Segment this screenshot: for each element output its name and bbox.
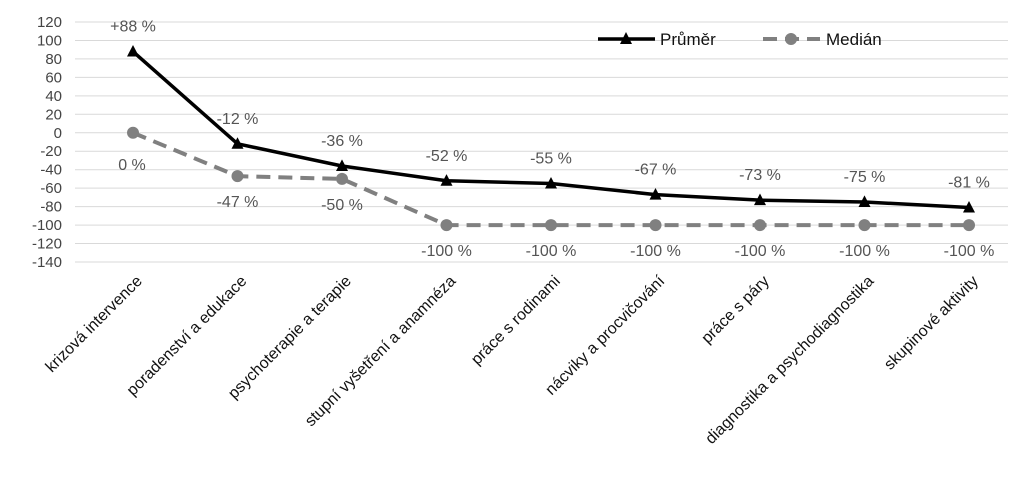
y-tick-label: -60: [40, 180, 62, 197]
median-data-label: -100 %: [526, 243, 577, 260]
x-category-label: poradenství a edukace: [124, 273, 251, 400]
series: [127, 44, 975, 232]
mean-data-label: -36 %: [321, 133, 363, 150]
y-tick-label: 60: [45, 69, 62, 86]
legend-mean-marker: [620, 32, 632, 44]
mean-marker: [858, 195, 871, 207]
mean-data-label: +88 %: [110, 19, 156, 36]
y-tick-label: -20: [40, 143, 62, 160]
mean-marker: [649, 188, 662, 200]
median-data-label: -100 %: [839, 243, 890, 260]
mean-data-label: -55 %: [530, 151, 572, 168]
median-marker: [231, 170, 244, 183]
y-tick-label: 120: [37, 14, 62, 31]
median-marker: [858, 219, 871, 232]
x-category-label: krizová intervence: [43, 273, 146, 376]
median-marker: [336, 172, 348, 185]
mean-marker: [440, 174, 453, 186]
y-tick-label: -100: [32, 217, 62, 234]
median-marker: [127, 126, 139, 139]
median-data-label: 0 %: [118, 157, 146, 174]
data-labels: +88 % -12 % -36 % -52 % -55 % -67 % -73 % -75 %…: [110, 19, 994, 261]
median-marker: [649, 219, 662, 232]
median-marker: [963, 219, 975, 232]
y-tick-label: -80: [40, 199, 62, 216]
mean-data-label: -75 %: [844, 169, 886, 186]
mean-marker: [231, 137, 244, 149]
legend-mean-label: Průměr: [660, 30, 716, 49]
legend: Průměr Medián: [598, 30, 882, 49]
mean-data-label: -73 %: [739, 167, 781, 184]
mean-data-label: -67 %: [635, 162, 677, 179]
y-tick-label: 80: [45, 51, 62, 68]
median-data-label: -100 %: [421, 243, 472, 260]
mean-data-label: -12 %: [217, 111, 259, 128]
median-data-label: -47 %: [217, 194, 259, 211]
median-data-label: -100 %: [630, 243, 681, 260]
median-data-label: -100 %: [735, 243, 786, 260]
mean-data-label: -52 %: [426, 148, 468, 165]
y-tick-label: 0: [54, 125, 62, 142]
x-category-label: diagnostika a psychodiagnostika: [702, 273, 877, 448]
x-category-label: práce s rodinami: [468, 273, 564, 369]
x-category-label: práce s páry: [699, 273, 773, 347]
legend-median-marker: [785, 33, 797, 45]
y-tick-label: 20: [45, 106, 62, 123]
median-marker: [754, 219, 766, 232]
y-tick-label: -40: [40, 162, 62, 179]
legend-median-label: Medián: [826, 30, 882, 49]
mean-data-label: -81 %: [948, 175, 990, 192]
mean-marker: [336, 159, 348, 171]
mean-marker: [963, 200, 975, 213]
y-tick-label: 100: [37, 32, 62, 49]
mean-marker: [545, 176, 557, 189]
x-category-label: psychoterapie a terapie: [225, 273, 355, 403]
y-tick-label: 40: [45, 88, 62, 105]
y-tick-label: -120: [32, 236, 62, 253]
median-marker: [440, 219, 453, 232]
series-line-1: [132, 130, 969, 228]
mean-marker: [754, 193, 766, 206]
gridlines: [75, 21, 1008, 263]
x-category-label: nácviky a procvičování: [542, 272, 668, 398]
x-category-label: skupinové aktivity: [881, 273, 982, 374]
mean-marker: [127, 44, 139, 57]
median-data-label: -50 %: [321, 197, 363, 214]
y-tick-label: -140: [32, 254, 62, 271]
median-marker: [545, 219, 557, 232]
median-data-label: -100 %: [944, 243, 995, 260]
